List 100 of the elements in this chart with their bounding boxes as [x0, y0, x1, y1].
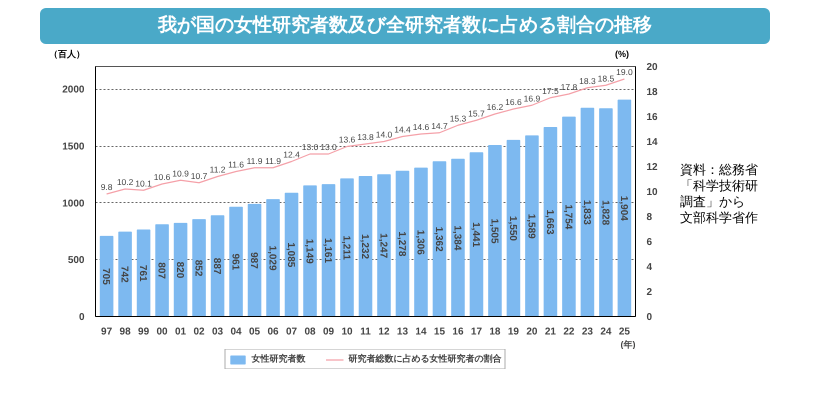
y2-tick-label: 16 [646, 112, 658, 123]
x-tick-label: 22 [563, 326, 575, 338]
x-tick-label: 07 [286, 326, 298, 338]
bar [100, 236, 114, 316]
data-label: 15.7 [468, 108, 486, 118]
y2-axis-title: (%) [615, 48, 629, 61]
x-tick-label: 23 [582, 326, 594, 338]
bar [432, 161, 446, 316]
data-label: 1,029 [266, 246, 278, 271]
data-label: 852 [192, 260, 204, 277]
data-label: 820 [174, 262, 186, 279]
bar [266, 199, 280, 316]
data-label: 1,362 [432, 226, 444, 252]
data-label: 987 [248, 252, 260, 270]
data-label: 9.8 [100, 182, 113, 192]
bar [414, 168, 428, 316]
data-label: 14.0 [376, 130, 393, 140]
data-label: 887 [211, 258, 222, 275]
x-tick-label: 08 [304, 326, 316, 338]
bar [506, 140, 520, 316]
x-tick-label: 03 [212, 326, 224, 338]
data-label: 19.0 [616, 67, 633, 77]
x-tick-label: 17 [470, 326, 482, 338]
x-tick-label: 06 [267, 326, 280, 338]
chart-title: 我が国の女性研究者数及び全研究者数に占める割合の推移 [158, 14, 652, 38]
data-label: 1,384 [451, 225, 462, 251]
data-label: 1,306 [414, 230, 426, 256]
data-label: 1,161 [322, 238, 334, 264]
bar [618, 100, 632, 316]
data-label: 13.0 [320, 142, 338, 152]
data-label: 1,833 [580, 200, 592, 226]
data-label: 10.7 [190, 170, 208, 181]
bar [229, 206, 243, 316]
data-label: 11.9 [246, 156, 263, 166]
data-label: 11.6 [228, 160, 244, 170]
data-label: 1,211 [340, 235, 352, 260]
x-tick-label: 02 [194, 326, 206, 338]
data-label: 1,904 [618, 196, 629, 222]
data-label: 1,232 [359, 234, 370, 260]
data-label: 16.2 [486, 102, 504, 112]
data-label: 1,505 [488, 218, 500, 244]
x-tick-label: 00 [156, 326, 168, 338]
data-label: 13.8 [357, 132, 374, 142]
data-label: 1,589 [525, 214, 536, 240]
bar [396, 170, 410, 316]
y2-tick-label: 4 [646, 262, 652, 273]
bar [155, 224, 169, 316]
data-label: 15.3 [450, 113, 467, 124]
data-label: 10.6 [154, 172, 171, 182]
y2-tick-label: 10 [646, 187, 658, 198]
data-label: 1,828 [599, 200, 610, 226]
data-label: 1,441 [470, 222, 481, 248]
x-tick-label: 13 [396, 326, 408, 338]
data-label: 742 [118, 266, 130, 284]
bar [174, 222, 188, 316]
x-tick-label: 01 [175, 326, 187, 338]
bar [322, 184, 336, 316]
data-label: 14.4 [394, 124, 412, 134]
bar [284, 192, 298, 316]
data-label: 18.3 [579, 76, 596, 86]
data-label: 17.8 [560, 82, 578, 92]
y2-tick-label: 0 [646, 312, 652, 323]
x-tick-label: 25 [618, 326, 630, 338]
data-label: 1,278 [396, 231, 407, 257]
y2-tick-label: 6 [646, 237, 652, 248]
data-label: 1,085 [285, 242, 296, 268]
data-label: 961 [230, 254, 241, 271]
x-tick-label: 10 [341, 326, 354, 338]
data-label: 761 [137, 264, 148, 282]
y-tick-label: 500 [68, 255, 85, 266]
x-tick-label: 16 [452, 326, 464, 338]
y-axis-title: （百人） [49, 48, 85, 61]
y2-tick-label: 12 [646, 162, 658, 173]
y-tick-label: 1500 [62, 142, 85, 153]
x-tick-label: 99 [138, 326, 150, 338]
text: 資料：総務省 [680, 162, 758, 177]
data-label: 10.9 [172, 168, 190, 178]
bar [210, 215, 224, 316]
data-label: 13.6 [338, 134, 356, 144]
y2-tick-label: 8 [646, 212, 652, 223]
data-label: 14.7 [431, 120, 448, 131]
bar [544, 127, 558, 316]
x-tick-label: 05 [248, 326, 261, 338]
bar [136, 230, 150, 316]
data-label: 10.1 [135, 178, 152, 188]
text: 文部科学省作 [680, 210, 758, 225]
bar [358, 176, 372, 316]
bar [580, 108, 594, 316]
y2-tick-label: 18 [646, 87, 658, 98]
x-tick-label: 97 [101, 326, 113, 338]
bar [562, 116, 576, 316]
x-tick-label: 19 [508, 326, 520, 338]
y-tick-label: 1000 [62, 198, 85, 210]
bar [248, 204, 262, 316]
data-label: 16.9 [524, 93, 540, 104]
bar [340, 178, 354, 316]
y2-tick-label: 20 [646, 62, 658, 73]
x-axis-title: (年) [620, 340, 636, 350]
data-label: 1,247 [377, 233, 388, 259]
bar [192, 219, 206, 316]
